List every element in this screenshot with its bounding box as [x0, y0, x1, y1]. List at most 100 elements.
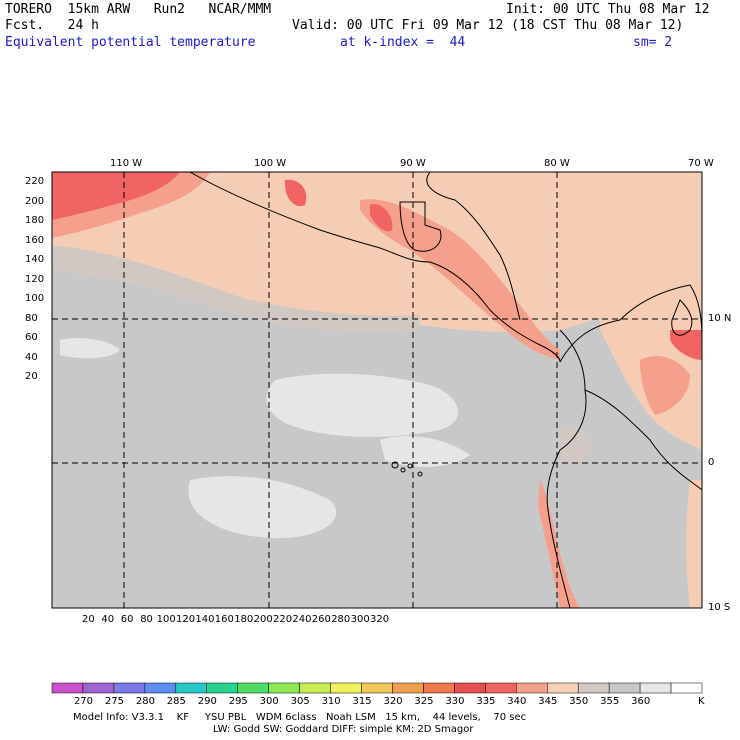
colorbar-label: 340 [507, 696, 527, 707]
colorbar-label: 315 [352, 696, 372, 707]
colorbar-swatch [268, 682, 300, 694]
light-patch-center [266, 373, 459, 437]
x-tick-label: 120 [176, 614, 196, 625]
caribbean-coastline [426, 172, 521, 321]
colorbar-swatch [82, 682, 115, 694]
x-tick-label: 20 [82, 614, 95, 625]
colorbar-swatch [454, 682, 486, 694]
forecast-hour: Fcst. 24 h [5, 18, 99, 33]
colorbar-label: 290 [197, 696, 217, 707]
colorbar-swatch [299, 682, 331, 694]
x-tick-label: 40 [101, 614, 115, 625]
guatemala-border [399, 201, 442, 252]
x-tick-label: 60 [120, 614, 134, 625]
red-nw [52, 172, 180, 220]
x-tick-label: 240 [292, 614, 312, 625]
colorbar-swatch [546, 682, 579, 694]
transition-band [52, 245, 420, 332]
y-tick-label: 60 [25, 332, 38, 343]
colorbar [51, 682, 703, 694]
x-tick-label: 220 [273, 614, 293, 625]
island-2 [400, 467, 406, 473]
colorbar-swatch [361, 682, 393, 694]
colorbar-unit: K [698, 696, 705, 707]
x-tick-label: 80 [140, 614, 153, 625]
colorbar-label: 320 [383, 696, 403, 707]
colorbar-label: 280 [135, 696, 155, 707]
colorbar-label: 300 [259, 696, 279, 707]
lon-label-90w: 90 W [400, 158, 426, 169]
y-tick-label: 140 [25, 254, 45, 265]
colorbar-label: 325 [414, 696, 434, 707]
colorbar-label: 270 [73, 696, 94, 707]
y-tick-label: 100 [25, 293, 45, 304]
light-patch-galapagos [380, 435, 470, 467]
island-4 [417, 471, 423, 477]
field-name: Equivalent potential temperature [5, 35, 256, 50]
lake-maracaibo [671, 299, 693, 336]
colorbar-label: 305 [290, 696, 310, 707]
y-tick-label: 220 [25, 176, 45, 187]
light-patch-west [60, 338, 120, 359]
y-tick-label: 200 [25, 195, 45, 207]
map-plot-area [52, 172, 702, 608]
colorbar-swatch [670, 682, 703, 694]
lon-label-100w: 100 W [254, 158, 287, 169]
y-tick-label: 120 [25, 273, 45, 285]
colorbar-swatch [330, 682, 362, 694]
y-tick-label: 180 [25, 215, 45, 226]
init-time: Init: 00 UTC Thu 08 Mar 12 [506, 2, 710, 17]
light-patch-south [188, 476, 337, 539]
x-tick-label: 300 [350, 614, 370, 625]
colorbar-label: 330 [445, 696, 465, 707]
east-warm [686, 480, 702, 608]
border-line [584, 389, 702, 491]
colorbar-swatch [608, 682, 641, 694]
colorbar-label: 310 [321, 696, 341, 707]
island-1 [391, 461, 399, 469]
colorbar-swatch [237, 682, 269, 694]
y-tick-label: 160 [25, 234, 45, 246]
mexico-hot [285, 179, 307, 207]
x-tick-label: 320 [370, 614, 390, 625]
guatemala-hot [370, 204, 393, 232]
y-tick-label: 20 [25, 371, 38, 382]
colorbar-swatch [206, 682, 238, 694]
lon-label-70w: 70 W [688, 158, 714, 169]
x-tick-label: 180 [234, 614, 254, 625]
y-tick-label: 80 [25, 312, 38, 324]
colorbar-label: 295 [228, 696, 248, 707]
smoothing: sm= 2 [633, 35, 673, 50]
colorbar-swatch [392, 682, 424, 694]
physics-info: LW: Godd SW: Goddard DIFF: simple KM: 2D… [213, 724, 474, 735]
pacific-coastline [189, 172, 561, 363]
level-index: at k-index = 44 [340, 35, 466, 50]
colorbar-swatch [516, 682, 548, 694]
colorbar-label: 350 [569, 696, 589, 707]
valid-time: Valid: 00 UTC Fri 09 Mar 12 (18 CST Thu … [292, 18, 684, 33]
y-tick-label: 40 [25, 351, 38, 363]
x-tick-label: 160 [214, 614, 234, 625]
x-tick-label: 260 [311, 614, 331, 625]
venezuela-hot [670, 330, 702, 360]
lon-label-80w: 80 W [544, 158, 570, 169]
island-3 [407, 463, 413, 469]
colombia-coast [559, 284, 702, 363]
colombia-warm [640, 355, 690, 415]
colorbar-swatch [144, 682, 177, 694]
colorbar-swatch [639, 682, 672, 694]
lon-label-110w: 110 W [110, 158, 143, 169]
x-tick-label: 200 [253, 614, 273, 625]
plot-frame [51, 171, 703, 609]
colorbar-label: 275 [104, 696, 124, 707]
colorbar-label: 285 [166, 696, 186, 707]
colorbar-swatch [51, 682, 84, 694]
colorbar-swatch [113, 682, 146, 694]
model-info: Model Info: V3.3.1 KF YSU PBL WDM 6class… [73, 712, 527, 723]
x-tick-label: 280 [331, 614, 351, 625]
colorbar-swatch [485, 682, 517, 694]
colorbar-swatch [175, 682, 208, 694]
lat-label-10n: 10 N [708, 313, 732, 324]
colorbar-swatch [577, 682, 610, 694]
